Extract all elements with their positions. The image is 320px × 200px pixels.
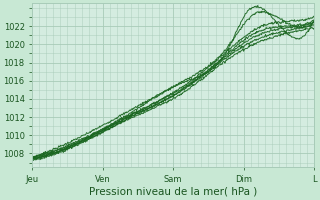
X-axis label: Pression niveau de la mer( hPa ): Pression niveau de la mer( hPa )	[89, 187, 257, 197]
